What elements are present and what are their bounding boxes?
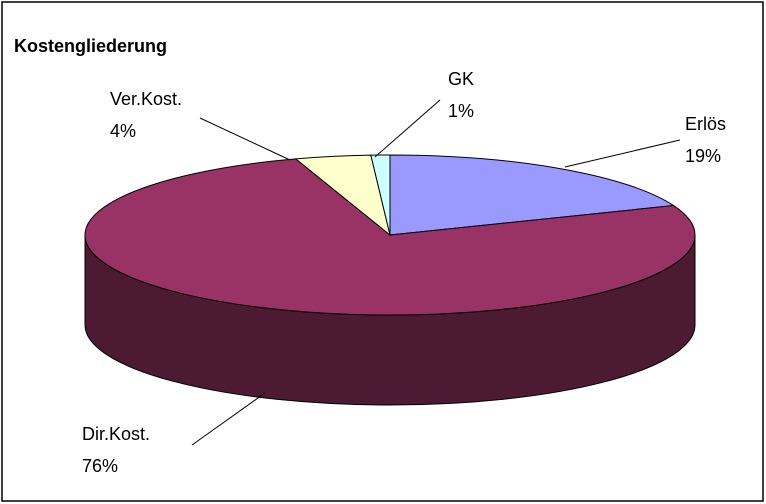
slice-label: Erlös — [685, 114, 726, 134]
slice-label: Dir.Kost. — [82, 424, 150, 444]
slice-value-label: 4% — [110, 121, 136, 141]
pie-slice — [389, 154, 676, 236]
leader-line — [374, 99, 441, 158]
slice-value-label: 76% — [82, 456, 118, 476]
slice-label: GK — [448, 69, 474, 89]
chart-title: Kostengliederung — [14, 36, 167, 56]
leader-line — [564, 139, 681, 168]
slice-label: Ver.Kost. — [110, 89, 182, 109]
leader-line — [199, 117, 291, 161]
pie-slice — [370, 154, 391, 236]
pie-slice — [84, 158, 696, 316]
slice-value-label: 1% — [448, 101, 474, 121]
slice-value-label: 19% — [685, 146, 721, 166]
leader-line — [191, 392, 266, 446]
